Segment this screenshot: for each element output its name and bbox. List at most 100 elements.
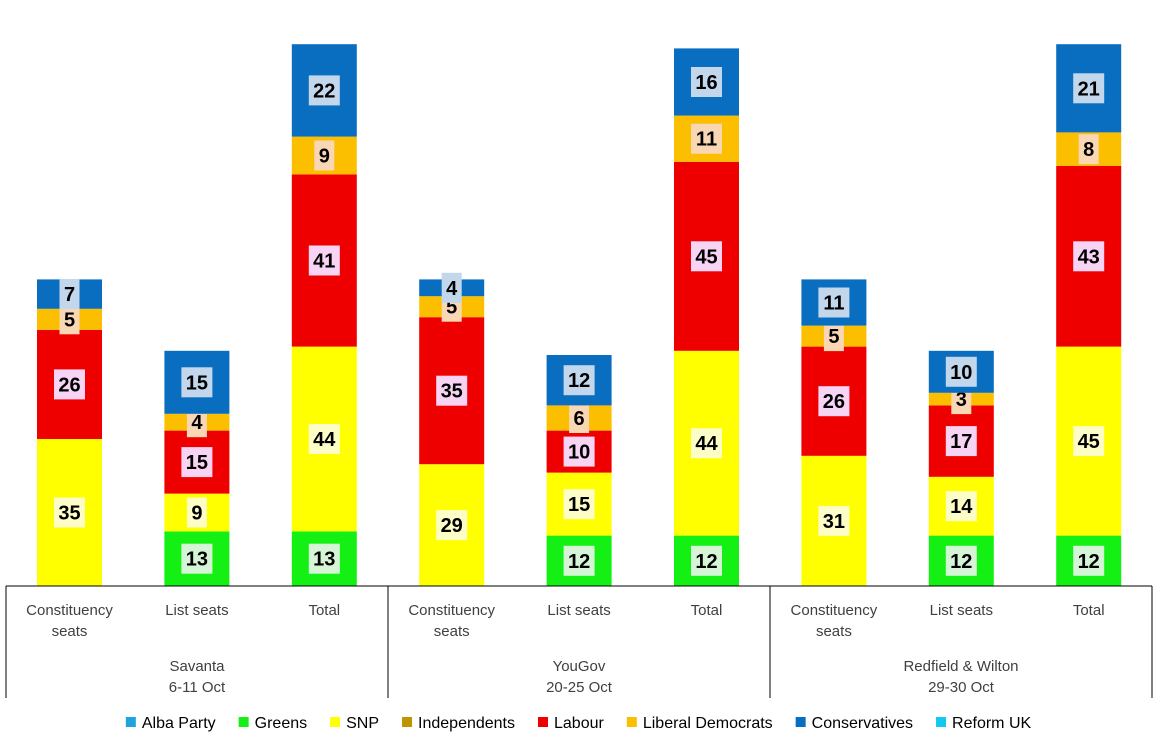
data-label-labour-5: 45 (695, 246, 717, 268)
group-label-0: Savanta (169, 658, 225, 675)
data-label-conservatives-7: 10 (950, 362, 972, 384)
legend-swatch-alba-party (125, 717, 136, 727)
data-label-liberal-democrats-7: 3 (956, 389, 967, 411)
data-label-bg (691, 67, 722, 97)
data-label-labour-3: 35 (441, 381, 463, 403)
legend-label-snp: SNP (346, 715, 379, 732)
data-label-snp-0: 35 (58, 503, 80, 525)
legend-label-conservatives: Conservatives (812, 715, 913, 732)
data-label-bg (1073, 241, 1105, 272)
data-label-bg (818, 505, 850, 536)
data-label-bg (1073, 73, 1105, 104)
data-label-liberal-democrats-6: 5 (828, 326, 839, 348)
data-label-bg (436, 375, 468, 406)
data-label-labour-7: 17 (950, 431, 972, 453)
data-label-conservatives-1: 15 (186, 372, 208, 394)
data-label-bg (186, 497, 207, 528)
data-label-greens-7: 12 (950, 551, 972, 573)
data-label-labour-1: 15 (186, 452, 208, 474)
data-label-bg (563, 489, 595, 520)
data-label-bg (818, 287, 850, 318)
legend-label-labour: Labour (554, 715, 604, 732)
data-label-bg (563, 545, 595, 576)
data-label-greens-1: 13 (186, 549, 208, 571)
legend-label-alba-party: Alba Party (142, 715, 216, 732)
legend-swatch-reform-uk (936, 717, 947, 727)
group-label-1: 20-25 Oct (546, 679, 613, 696)
data-label-snp-1: 9 (191, 503, 202, 525)
data-label-conservatives-2: 22 (313, 80, 335, 102)
data-label-bg (691, 123, 722, 154)
category-label-0: seats (52, 623, 88, 640)
data-label-bg (314, 140, 335, 171)
data-label-bg (691, 428, 722, 459)
data-label-bg (945, 491, 977, 522)
category-axis: Constituency seats List seats Total Constitu… (5, 585, 1153, 698)
data-label-bg (308, 245, 340, 276)
data-label-liberal-democrats-8: 8 (1083, 139, 1094, 161)
data-label-bg (945, 545, 977, 576)
group-label-0: 6-11 Oct (169, 679, 226, 696)
legend-label-liberal-democrats: Liberal Democrats (643, 715, 773, 732)
category-label-0: Constituency (26, 602, 113, 619)
legend-item-greens: Greens (238, 715, 307, 732)
data-label-bg (1073, 426, 1105, 457)
legend-label-reform-uk: Reform UK (952, 715, 1031, 732)
legend-label-greens: Greens (255, 715, 307, 732)
data-label-snp-8: 45 (1078, 431, 1100, 453)
legend-swatch-liberal-democrats (626, 717, 637, 727)
data-label-liberal-democrats-3: 5 (446, 297, 457, 319)
data-label-bg (691, 545, 722, 576)
data-label-bg (818, 386, 850, 417)
data-label-snp-6: 31 (823, 511, 845, 533)
data-label-bg (563, 436, 595, 467)
category-label-6: Constituency (791, 602, 878, 619)
data-label-bg (1078, 134, 1099, 165)
legend-swatch-labour (538, 717, 549, 727)
data-label-bg (569, 403, 590, 433)
group-label-2: 29-30 Oct (928, 679, 995, 696)
data-label-bg (186, 407, 207, 438)
data-label-bg (441, 272, 462, 303)
category-label-6: seats (816, 623, 852, 640)
category-label-8: Total (1073, 602, 1105, 619)
data-label-snp-3: 29 (441, 515, 463, 537)
data-label-bg (59, 279, 80, 310)
legend-item-conservatives: Conservatives (795, 715, 913, 732)
category-label-5: Total (691, 602, 723, 619)
data-label-labour-6: 26 (823, 391, 845, 413)
data-label-bg (308, 75, 340, 106)
data-label-bg (181, 543, 213, 574)
data-label-bg (1073, 545, 1105, 576)
data-label-bg (823, 321, 844, 352)
data-label-bg (308, 424, 340, 454)
legend-item-snp: SNP (330, 715, 379, 732)
legend-swatch-conservatives (795, 717, 806, 727)
data-label-labour-8: 43 (1078, 246, 1100, 268)
data-label-greens-5: 12 (695, 551, 717, 573)
data-label-bg (945, 426, 977, 457)
category-label-3: Constituency (408, 602, 495, 619)
data-label-greens-8: 12 (1078, 551, 1100, 573)
data-label-bg (54, 497, 85, 528)
data-label-conservatives-8: 21 (1078, 78, 1100, 100)
legend-item-reform-uk: Reform UK (936, 715, 1031, 732)
data-label-liberal-democrats-0: 5 (64, 309, 75, 331)
data-label-bg (181, 447, 213, 478)
data-label-bg (691, 241, 722, 272)
category-label-4: List seats (547, 602, 610, 619)
legend-item-alba-party: Alba Party (125, 715, 216, 732)
data-label-greens-2: 13 (313, 549, 335, 571)
data-label-conservatives-4: 12 (568, 370, 590, 392)
data-label-snp-4: 15 (568, 494, 590, 516)
data-label-conservatives-3: 4 (446, 278, 458, 300)
legend-label-independents: Independents (418, 715, 515, 732)
data-label-conservatives-5: 16 (695, 72, 717, 94)
category-label-3: seats (434, 623, 470, 640)
data-label-liberal-democrats-2: 9 (319, 146, 330, 168)
category-label-2: Total (308, 602, 340, 619)
data-label-conservatives-6: 11 (823, 293, 844, 315)
data-label-greens-4: 12 (568, 551, 590, 573)
data-label-liberal-democrats-5: 11 (696, 129, 717, 151)
